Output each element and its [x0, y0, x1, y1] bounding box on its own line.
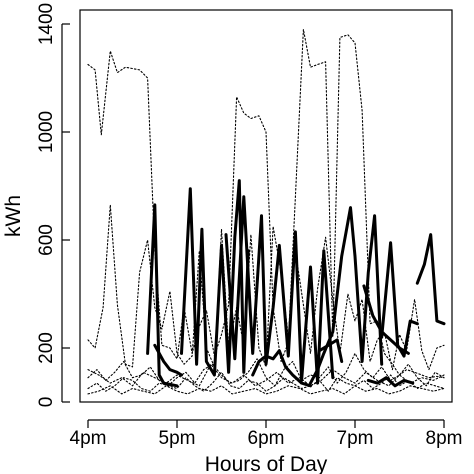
x-axis-title: Hours of Day — [205, 453, 328, 474]
y-tick-label: 0 — [36, 397, 57, 408]
x-tick-label: 5pm — [159, 428, 196, 449]
series-line-16 — [382, 243, 418, 356]
y-tick-label: 1400 — [36, 3, 57, 45]
y-tick-label: 200 — [36, 332, 57, 364]
series-line-17 — [417, 235, 444, 324]
series-lines — [88, 29, 444, 394]
x-tick-label: 8pm — [426, 428, 463, 449]
x-tick-label: 4pm — [70, 428, 107, 449]
y-tick-label: 600 — [36, 224, 57, 256]
x-tick-label: 6pm — [248, 428, 285, 449]
y-tick-label: 1000 — [36, 111, 57, 153]
series-line-6 — [88, 386, 444, 394]
y-axis-title: kWh — [2, 195, 25, 237]
x-tick-label: 7pm — [337, 428, 374, 449]
